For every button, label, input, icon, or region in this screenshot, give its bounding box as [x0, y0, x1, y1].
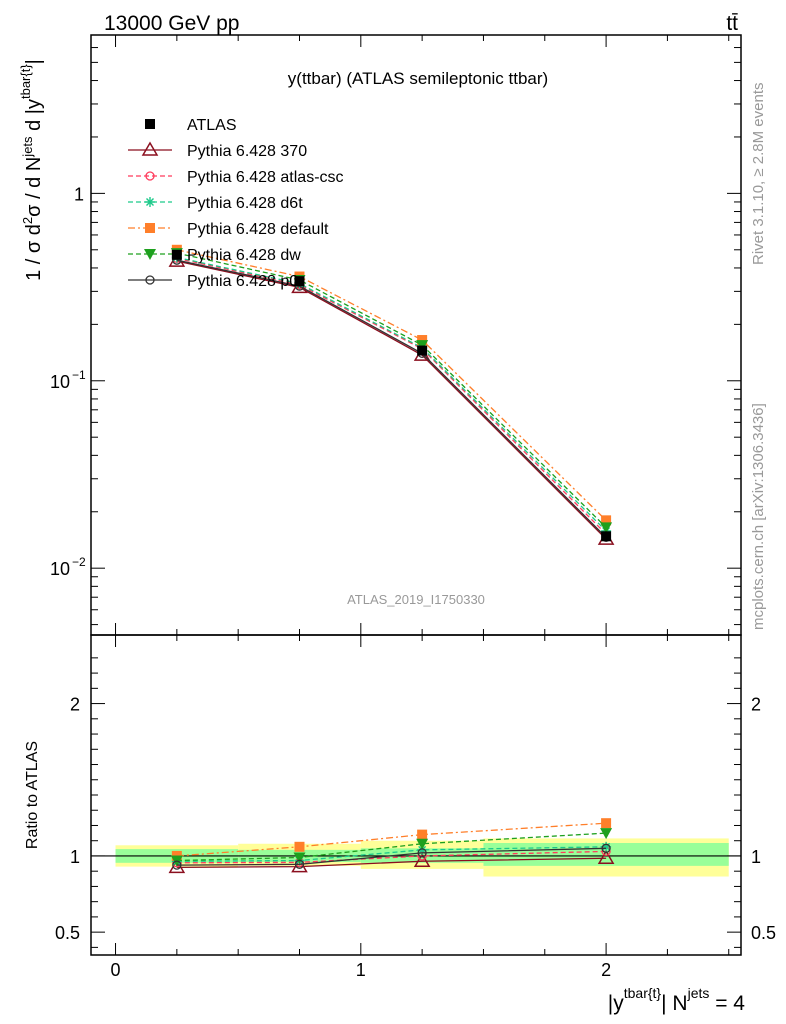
data-point-1: [294, 276, 305, 287]
legend-label-1: Pythia 6.428 atlas-csc: [187, 169, 344, 186]
ratio-ytick-label-left-2: 2: [70, 695, 80, 715]
ratio-line-2: [176, 846, 607, 862]
ratio-ytick-label-right-0: 0.5: [751, 923, 776, 943]
ratio-series-0-point-2: [413, 852, 431, 868]
series-line-5: [176, 259, 607, 538]
series-line-3: [176, 249, 607, 521]
legend-label-2: Pythia 6.428 d6t: [187, 195, 303, 212]
data-point-3: [601, 531, 612, 542]
legend-label-data: ATLAS: [187, 117, 237, 134]
ratio-series-0-point-3: [597, 849, 615, 864]
ratio-ytick-label-right-1: 1: [751, 847, 761, 867]
legend-marker-0: [141, 141, 159, 156]
ratio-line-4: [176, 832, 607, 862]
ratio-ytick-label-left-0: 0.5: [55, 923, 80, 943]
legend-label-4: Pythia 6.428 dw: [187, 247, 301, 264]
xtick-label-0: 0: [111, 960, 121, 980]
ratio-y-axis-title: Ratio to ATLAS: [24, 741, 41, 849]
ratio-panel-frame: [90, 634, 742, 956]
ratio-series-5-point-3: [601, 843, 611, 853]
legend-label-5: Pythia 6.428 p0: [187, 273, 298, 290]
ratio-series-2-point-2-stroke-d2: [418, 845, 427, 854]
data-point-0: [171, 249, 182, 260]
ratio-ytick-label-left-1: 1: [70, 847, 80, 867]
ratio-series-3-point-3: [601, 818, 612, 829]
main-ytick-exp-2: −2: [72, 555, 86, 569]
series-line-2: [176, 256, 607, 532]
series-line-1: [176, 257, 607, 535]
ratio-series-4-point-2: [416, 838, 429, 850]
series-4-point-3: [600, 522, 613, 534]
rivet-label: Rivet 3.1.10, ≥ 2.8M events: [750, 83, 767, 266]
ratio-series-3-point-1: [294, 841, 305, 852]
xtick-label-1: 1: [356, 960, 366, 980]
ratio-ytick-label-right-2: 2: [751, 695, 761, 715]
legend-marker-2-stroke-d2: [146, 198, 154, 206]
main-ytick-exp-1: −1: [72, 368, 86, 382]
ratio-series-4-point-1: [293, 852, 306, 864]
legend-marker-data: [145, 119, 155, 129]
process-label: tt̄: [726, 12, 738, 35]
energy-label: 13000 GeV pp: [104, 12, 239, 35]
x-axis-title-text: |ytbar{t}| Njets = 4: [608, 985, 746, 1015]
series-3-point-2: [417, 335, 428, 346]
ratio-line-5: [176, 847, 607, 866]
legend-marker-3: [145, 223, 155, 233]
ratio-series-4-point-3: [600, 828, 613, 840]
series-line-0: [176, 260, 607, 540]
series-line-4: [176, 252, 607, 528]
chart-title: y(ttbar) (ATLAS semileptonic ttbar): [288, 69, 548, 88]
main-ytick-label-1: 10: [50, 372, 70, 392]
main-series-group: [168, 244, 615, 545]
legend-marker-1: [145, 171, 155, 181]
legend-label-3: Pythia 6.428 default: [187, 221, 329, 238]
ratio-series-group: [168, 818, 615, 874]
band-inner-3: [483, 843, 729, 866]
ratio-series-3-point-2: [417, 829, 428, 840]
main-y-axis-title: 1 / σ d2σ / d Njets d |ytbar{t}|: [18, 59, 45, 281]
ratio-line-0: [176, 857, 607, 869]
ratio-line-3: [176, 822, 607, 857]
main-ytick-label-2: 10: [50, 559, 70, 579]
xtick-label-2: 2: [601, 960, 611, 980]
legend-marker-4: [144, 249, 156, 260]
legend-marker-2: [145, 197, 155, 207]
legend: ATLAS Pythia 6.428 370 Pythia 6.428 atlas-…: [128, 117, 344, 290]
ratio-series-5-point-2: [417, 848, 427, 858]
data-point-2: [417, 345, 428, 356]
mcplots-label: mcplots.cern.ch [arXiv:1306.3436]: [750, 403, 767, 630]
legend-label-0: Pythia 6.428 370: [187, 143, 307, 160]
x-axis-title: |ytbar{t}| Njets = 4: [608, 985, 746, 1015]
ratio-series-5-point-1: [294, 859, 305, 869]
ratio-series-5-point-0: [172, 860, 182, 870]
analysis-id-label: ATLAS_2019_I1750330: [347, 592, 485, 607]
main-y-axis-title-text: 1 / σ d2σ / d Njets d |ytbar{t}|: [18, 59, 45, 281]
series-3-point-3: [601, 515, 612, 526]
main-ytick-label-0: 1: [74, 184, 84, 204]
legend-marker-5: [145, 275, 155, 285]
